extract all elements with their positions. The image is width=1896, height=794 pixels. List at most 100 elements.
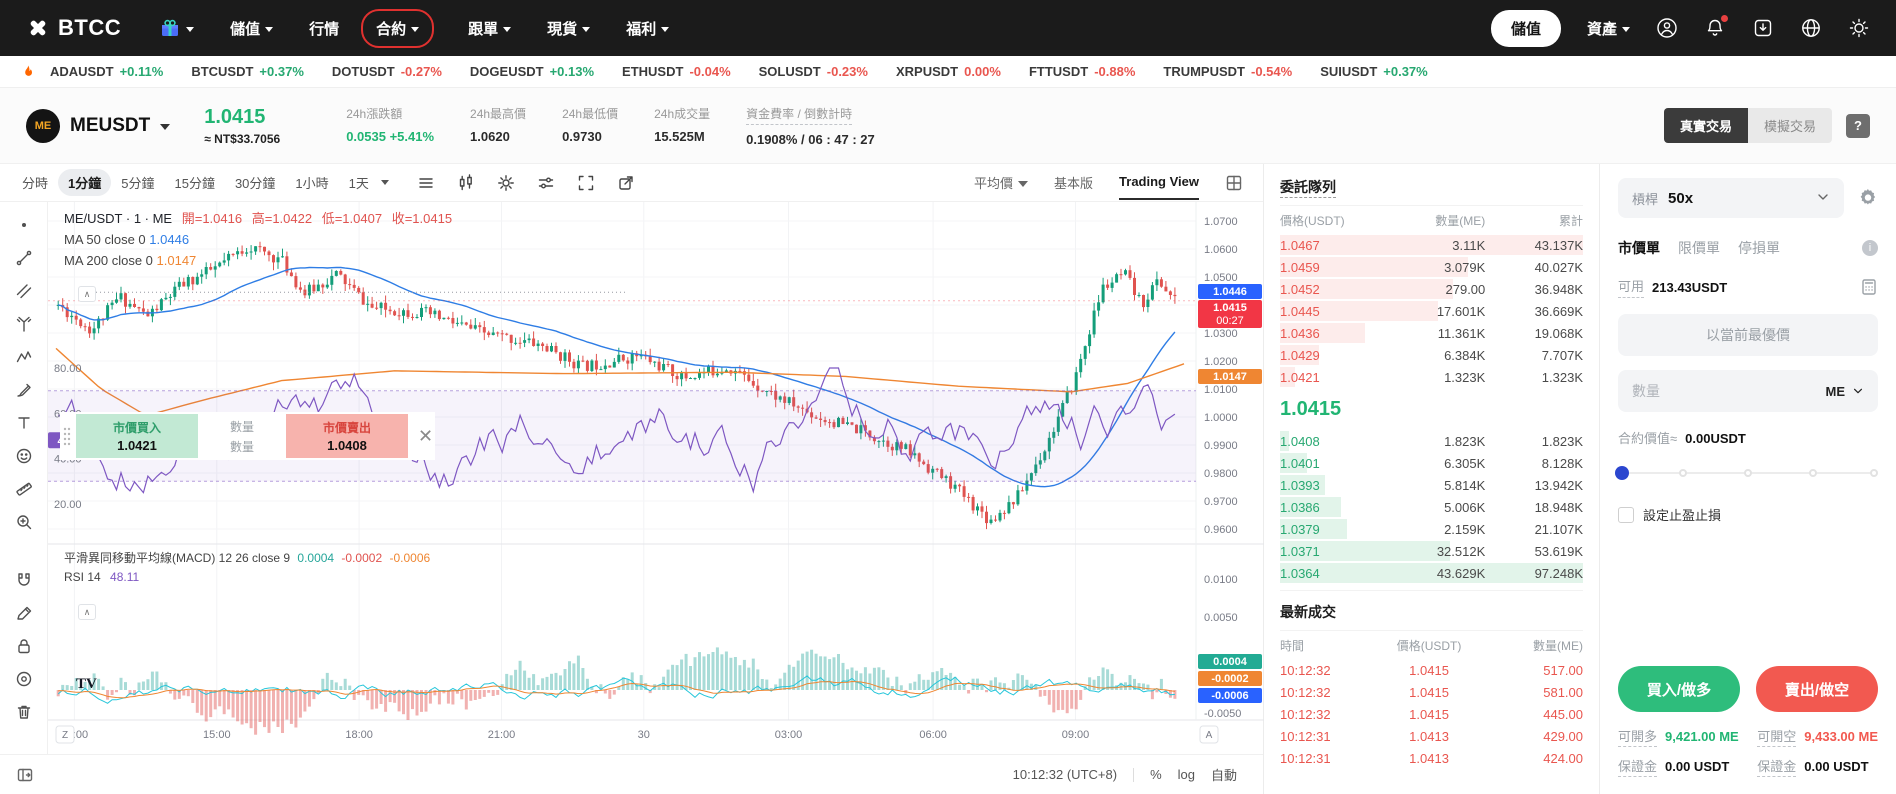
gear-icon[interactable] bbox=[1858, 188, 1878, 208]
pattern-icon[interactable] bbox=[15, 348, 33, 366]
help-button[interactable]: ? bbox=[1846, 113, 1870, 138]
settings-sliders-icon[interactable] bbox=[537, 174, 555, 192]
trade-row[interactable]: 10:12:32 1.0415 581.00 bbox=[1280, 684, 1583, 700]
tpsl-checkbox[interactable] bbox=[1618, 506, 1634, 523]
pair-selector[interactable]: ME MEUSDT bbox=[26, 108, 171, 143]
ticker-item-SOLUSDT[interactable]: SOLUSDT -0.23% bbox=[758, 64, 868, 79]
bid-row[interactable]: 1.0393 5.814K 13.942K bbox=[1280, 474, 1583, 496]
quick-qty-field[interactable]: 數量 數量 bbox=[198, 414, 286, 458]
profile-icon[interactable] bbox=[1656, 17, 1678, 39]
edit-icon[interactable] bbox=[15, 604, 33, 622]
nav-item-福利[interactable]: 福利 bbox=[626, 18, 670, 39]
trade-row[interactable]: 10:12:31 1.0413 429.00 bbox=[1280, 728, 1583, 744]
panel-toggle-icon[interactable] bbox=[16, 766, 34, 784]
log-scale-button[interactable]: log bbox=[1177, 767, 1195, 782]
channels-icon[interactable] bbox=[15, 282, 33, 300]
zoom-in-icon[interactable] bbox=[15, 513, 33, 531]
buy-long-button[interactable]: 買入/做多 bbox=[1618, 666, 1740, 712]
order-tab-限價單[interactable]: 限價單 bbox=[1678, 240, 1720, 256]
slider-handle[interactable] bbox=[1615, 466, 1629, 480]
order-tab-停損單[interactable]: 停損單 bbox=[1738, 240, 1780, 256]
pane-collapse-macd[interactable]: ∧ bbox=[78, 604, 96, 620]
ticker-item-TRUMPUSDT[interactable]: TRUMPUSDT -0.54% bbox=[1163, 64, 1293, 79]
market-buy-button[interactable]: 市價買入 1.0421 bbox=[76, 414, 198, 458]
ask-row[interactable]: 1.0452 279.00 36.948K bbox=[1280, 278, 1583, 300]
ask-row[interactable]: 1.0421 1.323K 1.323K bbox=[1280, 366, 1583, 388]
quantity-slider[interactable] bbox=[1615, 465, 1878, 481]
sell-short-button[interactable]: 賣出/做空 bbox=[1756, 666, 1878, 712]
nav-item-儲值[interactable]: 儲值 bbox=[230, 18, 274, 39]
leverage-selector[interactable]: 槓桿 50x bbox=[1618, 178, 1844, 218]
interval-1分鐘[interactable]: 1分鐘 bbox=[58, 169, 112, 196]
hide-icon[interactable] bbox=[15, 670, 33, 688]
orderbook-last-price[interactable]: 1.0415 bbox=[1280, 397, 1342, 420]
slider-step-25[interactable] bbox=[1679, 469, 1687, 477]
interval-30分鐘[interactable]: 30分鐘 bbox=[234, 176, 276, 191]
basic-view-tab[interactable]: 基本版 bbox=[1054, 176, 1094, 191]
bid-row[interactable]: 1.0408 1.823K 1.823K bbox=[1280, 430, 1583, 452]
calculator-icon[interactable] bbox=[1860, 278, 1878, 296]
gear-icon[interactable] bbox=[497, 174, 515, 192]
slider-step-50[interactable] bbox=[1744, 469, 1752, 477]
unit-selector[interactable]: ME bbox=[1826, 384, 1865, 399]
bell-icon[interactable] bbox=[1704, 15, 1728, 39]
slider-step-100[interactable] bbox=[1870, 469, 1878, 477]
bid-row[interactable]: 1.0379 2.159K 21.107K bbox=[1280, 518, 1583, 540]
trade-row[interactable]: 10:12:31 1.0413 424.00 bbox=[1280, 750, 1583, 766]
demo-trading-tab[interactable]: 模擬交易 bbox=[1747, 108, 1832, 143]
market-sell-button[interactable]: 市價賣出 1.0408 bbox=[286, 414, 408, 458]
nav-item-行情[interactable]: 行情 bbox=[309, 20, 340, 38]
cursor-dot-icon[interactable] bbox=[15, 216, 33, 234]
bid-row[interactable]: 1.0401 6.305K 8.128K bbox=[1280, 452, 1583, 474]
trade-row[interactable]: 10:12:32 1.0415 445.00 bbox=[1280, 706, 1583, 722]
interval-分時[interactable]: 分時 bbox=[22, 176, 49, 191]
ruler-icon[interactable] bbox=[15, 480, 33, 498]
pitchfork-icon[interactable] bbox=[15, 315, 33, 333]
ask-row[interactable]: 1.0459 3.079K 40.027K bbox=[1280, 256, 1583, 278]
real-trading-tab[interactable]: 真實交易 bbox=[1663, 108, 1748, 143]
btcc-logo[interactable]: BTCC bbox=[26, 15, 121, 41]
text-icon[interactable] bbox=[15, 414, 33, 432]
bid-row[interactable]: 1.0364 43.629K 97.248K bbox=[1280, 562, 1583, 584]
quantity-input[interactable]: 數量 ME bbox=[1618, 370, 1878, 412]
ticker-item-DOGEUSDT[interactable]: DOGEUSDT +0.13% bbox=[469, 64, 595, 79]
ticker-item-DOTUSDT[interactable]: DOTUSDT -0.27% bbox=[331, 64, 442, 79]
ask-row[interactable]: 1.0436 11.361K 19.068K bbox=[1280, 322, 1583, 344]
ask-row[interactable]: 1.0467 3.11K 43.137K bbox=[1280, 234, 1583, 256]
lock-icon[interactable] bbox=[15, 637, 33, 655]
trash-icon[interactable] bbox=[15, 703, 33, 721]
globe-icon[interactable] bbox=[1800, 17, 1822, 39]
assets-menu[interactable]: 資產 bbox=[1587, 18, 1630, 39]
info-icon[interactable]: i bbox=[1862, 240, 1878, 256]
ticker-item-FTTUSDT[interactable]: FTTUSDT -0.88% bbox=[1028, 64, 1136, 79]
trend-line-icon[interactable] bbox=[15, 249, 33, 267]
tradingview-logo[interactable]: TV bbox=[76, 676, 97, 692]
nav-item-跟單[interactable]: 跟單 bbox=[468, 18, 512, 39]
pane-collapse-main[interactable]: ∧ bbox=[78, 286, 96, 302]
trade-row[interactable]: 10:12:32 1.0415 517.00 bbox=[1280, 662, 1583, 678]
auto-scale-button[interactable]: 自動 bbox=[1210, 768, 1237, 783]
candle-style-icon[interactable] bbox=[457, 173, 475, 192]
close-icon[interactable]: ✕ bbox=[418, 425, 434, 446]
clock-label[interactable]: 10:12:32 (UTC+8) bbox=[1012, 767, 1118, 782]
drag-handle-icon[interactable] bbox=[62, 425, 72, 447]
ticker-item-XRPUSDT[interactable]: XRPUSDT 0.00% bbox=[895, 64, 1001, 79]
deposit-button[interactable]: 儲值 bbox=[1490, 9, 1561, 47]
chart-area[interactable]: 12:0015:0018:0021:003003:0006:0009:001.0… bbox=[48, 202, 1264, 754]
magnet-icon[interactable] bbox=[15, 571, 33, 589]
layout-grid-icon[interactable] bbox=[1225, 165, 1243, 201]
ask-row[interactable]: 1.0429 6.384K 7.707K bbox=[1280, 344, 1583, 366]
order-tab-市價單[interactable]: 市價單 bbox=[1618, 240, 1660, 256]
interval-more-caret-icon[interactable] bbox=[380, 180, 389, 185]
tradingview-tab[interactable]: Trading View bbox=[1119, 165, 1199, 200]
gift-menu[interactable] bbox=[159, 17, 195, 39]
nav-item-合約[interactable]: 合約 bbox=[361, 8, 435, 48]
interval-1小時[interactable]: 1小時 bbox=[295, 176, 329, 191]
brush-icon[interactable] bbox=[15, 381, 33, 399]
emoji-icon[interactable] bbox=[15, 447, 33, 465]
ticker-item-ADAUSDT[interactable]: ADAUSDT +0.11% bbox=[50, 64, 164, 79]
share-icon[interactable] bbox=[617, 174, 635, 192]
indicators-icon[interactable] bbox=[417, 174, 435, 192]
slider-step-75[interactable] bbox=[1809, 469, 1817, 477]
candlestick-chart[interactable]: 12:0015:0018:0021:003003:0006:0009:001.0… bbox=[48, 202, 1264, 754]
